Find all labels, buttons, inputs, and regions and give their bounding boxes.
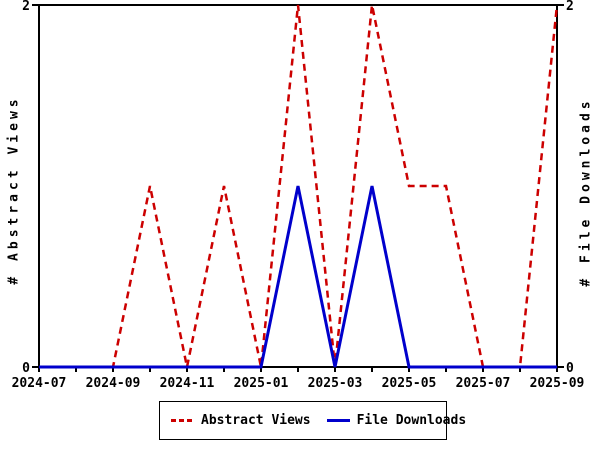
series-line-file-downloads [39, 185, 557, 369]
x-tick-label: 2025-01 [234, 376, 289, 391]
x-tick-label: 2025-07 [456, 376, 511, 391]
x-tick-label: 2024-07 [12, 376, 67, 391]
plot-area: 2024-07 2024-09 2024-11 2025-01 2025-03 2025-… [12, 0, 585, 391]
legend-label-file-downloads: File Downloads [356, 413, 467, 428]
x-tick-label: 2024-11 [160, 376, 215, 391]
right-axis-title: # File Downloads [578, 97, 594, 287]
y-tick-label-right: 0 [566, 361, 574, 376]
legend-label-abstract-views: Abstract Views [201, 413, 311, 428]
x-tick-label: 2024-09 [86, 376, 141, 391]
y-tick-label-left: 2 [22, 0, 30, 14]
x-tick-label: 2025-09 [530, 376, 585, 391]
y-tick-label-left: 0 [22, 361, 30, 376]
series-line-abstract-views [39, 4, 559, 369]
x-tick-label: 2025-03 [308, 376, 363, 391]
x-tick-label: 2025-05 [382, 376, 437, 391]
legend-sample-file-downloads [326, 419, 350, 422]
y-tick-label-right: 2 [566, 0, 574, 14]
legend: Abstract Views File Downloads [159, 401, 466, 440]
left-axis-title: # Abstract Views [6, 95, 22, 285]
legend-sample-abstract-views [171, 419, 194, 422]
